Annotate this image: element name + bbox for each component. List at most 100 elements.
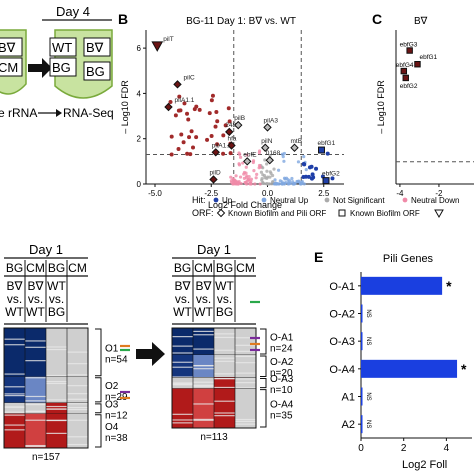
volcano-b-labeled-point — [151, 41, 164, 52]
volcano-b-point — [234, 174, 238, 178]
heat1-stripe — [25, 360, 46, 362]
heat2-stripe — [214, 378, 235, 380]
tube-2-bg1-label: BG — [52, 60, 71, 75]
heat2-stripe — [214, 349, 235, 351]
bar-e-category-label: O-A4 — [329, 364, 355, 376]
volcano-b-point-down — [197, 107, 202, 112]
volcano-b-point — [280, 182, 284, 186]
heat1-cell — [46, 402, 67, 414]
heat2-group-name: O-A4 — [270, 399, 294, 410]
volcano-b-point-label: 248 — [225, 122, 236, 129]
volcano-b-point — [281, 155, 285, 159]
heat1-group-n: n=12 — [105, 410, 128, 421]
heat2-col-label: BG — [216, 261, 233, 275]
panel-b-title: BG-11 Day 1: B∇ vs. WT — [186, 16, 296, 27]
volcano-b-labeled-point — [263, 123, 272, 132]
volcano-b-point-down — [210, 93, 215, 98]
volcano-b-point — [252, 169, 256, 173]
volcano-c-y-label: – Log10 FDR — [376, 80, 386, 134]
volcano-b-y-label: – Log10 FDR — [120, 80, 130, 134]
heat2-stripe — [172, 422, 193, 424]
tube-2-box-bg2 — [83, 61, 111, 81]
panel-c-letter: C — [372, 11, 382, 27]
volcano-b-point-up — [314, 166, 319, 171]
volcano-b-point — [244, 165, 248, 169]
volcano-b-point-label: hfa — [228, 136, 237, 143]
heat1-stripe — [67, 403, 88, 405]
heat2-stripe — [193, 381, 214, 383]
heat2-stripe — [214, 400, 235, 402]
volcano-b-point-down — [209, 134, 214, 139]
heat1-col-label: BG — [48, 261, 65, 275]
heat2-stripe — [172, 366, 193, 368]
volcano-b-y-tick-label: 2 — [137, 135, 142, 144]
volcano-b-point — [302, 155, 306, 159]
volcano-b-point — [276, 168, 281, 172]
heat2-stripe — [214, 415, 235, 417]
panel-b-letter: B — [118, 11, 128, 27]
volcano-b-point-down — [214, 110, 219, 115]
legend-orf-item-2: Known Biofilm ORF — [350, 209, 420, 218]
volcano-b-point — [282, 182, 286, 186]
tube-2-box-bv — [83, 37, 111, 57]
volcano-b-point-up — [306, 174, 311, 179]
volcano-c-point — [414, 61, 421, 68]
volcano-b-x-tick-label: 0.0 — [262, 189, 274, 198]
heat1-group-name: O3 — [105, 399, 119, 410]
volcano-b-point-label: pilA1.1 — [175, 97, 195, 104]
heat1-stripe — [46, 408, 67, 410]
heat2-group-n: n=24 — [270, 343, 293, 354]
bar-e-bar — [361, 304, 363, 323]
volcano-b-labeled-point — [322, 177, 330, 185]
heat1-stripe — [4, 414, 25, 416]
volcano-b-point — [268, 175, 272, 179]
panel-d-arrow — [136, 342, 165, 366]
volcano-b-point — [268, 170, 272, 174]
heat1-stripe — [4, 344, 25, 346]
volcano-b-labeled-point — [265, 156, 274, 165]
heat1-stripe — [67, 374, 88, 376]
heat1-sub-label: vs. — [28, 292, 43, 306]
bar-e-category-label: O-A3 — [329, 336, 355, 348]
heat2-bracket — [260, 377, 267, 389]
heat2-stripe — [172, 361, 193, 363]
volcano-b-point — [244, 176, 249, 180]
volcano-b-point-up — [301, 161, 306, 166]
legend-orf-item-1: Known Biofilm and Pili ORF — [228, 209, 326, 218]
legend-neutral-up-label: Neutral Up — [270, 196, 309, 205]
heat2-stripe — [235, 362, 256, 364]
volcano-b-point-up — [310, 172, 315, 177]
volcano-b-point — [251, 159, 256, 163]
volcano-b-point — [238, 155, 243, 159]
volcano-b-point-up — [330, 176, 335, 181]
heat1-stripe — [4, 373, 25, 375]
heat1-bracket — [95, 377, 102, 403]
bar-e-x-label: Log2 Foll — [402, 459, 447, 471]
volcano-b-point — [236, 181, 240, 186]
heat1-cell — [25, 402, 46, 414]
bar-e-x-tick-label: 2 — [401, 443, 407, 454]
volcano-b-labeled-point — [318, 146, 325, 154]
tube-1-bottom-box — [0, 57, 23, 77]
heat1-bracket — [95, 328, 102, 377]
heat2-cell — [214, 388, 235, 428]
heat1-cell — [25, 328, 46, 377]
heat2-stripe — [214, 386, 235, 389]
heat1-stripe — [25, 444, 46, 447]
bar-e-x-tick-label: 0 — [358, 443, 364, 454]
volcano-b-x-tick-label: 2.5 — [318, 189, 330, 198]
heat2-stripe — [235, 418, 256, 421]
heat2-stripe — [235, 337, 256, 339]
heat1-stripe — [67, 351, 88, 353]
heat2-bracket — [260, 355, 267, 377]
volcano-b-point — [229, 175, 233, 179]
volcano-b-point-down — [194, 135, 199, 140]
volcano-b-point — [302, 182, 306, 186]
heat2-stripe — [235, 420, 256, 422]
heat2-total: n=113 — [200, 432, 228, 443]
volcano-b-point — [253, 182, 257, 186]
heat1-sub-label: vs. — [49, 292, 64, 306]
heat2-cell — [172, 328, 193, 355]
legend-neutral-up-marker — [261, 197, 267, 203]
